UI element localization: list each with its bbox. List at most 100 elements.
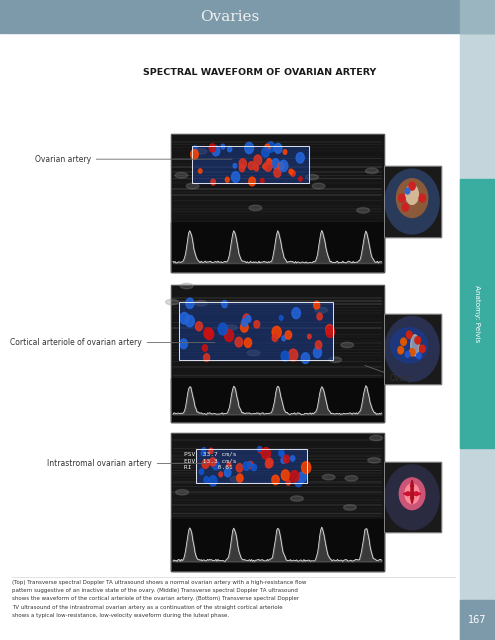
Circle shape — [405, 188, 410, 194]
Circle shape — [225, 177, 229, 182]
Circle shape — [272, 159, 280, 169]
Bar — [384, 462, 441, 532]
Circle shape — [291, 456, 295, 461]
Circle shape — [254, 321, 260, 328]
Circle shape — [248, 177, 255, 186]
Bar — [0, 0, 495, 33]
Circle shape — [272, 334, 278, 342]
Circle shape — [211, 179, 215, 185]
Ellipse shape — [357, 207, 369, 213]
Circle shape — [264, 161, 272, 172]
Circle shape — [307, 334, 311, 339]
Bar — [171, 223, 384, 272]
Text: Ovarian artery: Ovarian artery — [35, 155, 232, 164]
Text: SPECTRAL WAVEFORM OF OVARIAN ARTERY: SPECTRAL WAVEFORM OF OVARIAN ARTERY — [143, 68, 376, 77]
Circle shape — [243, 314, 250, 323]
Circle shape — [225, 330, 234, 342]
Circle shape — [281, 351, 289, 362]
Circle shape — [278, 162, 284, 170]
Circle shape — [180, 312, 189, 324]
Circle shape — [286, 480, 291, 485]
Ellipse shape — [385, 316, 439, 381]
Text: pattern suggestive of an inactive state of the ovary. (Middle) Transverse spectr: pattern suggestive of an inactive state … — [12, 588, 298, 593]
Bar — [460, 600, 495, 640]
Bar — [179, 301, 333, 360]
Circle shape — [279, 450, 284, 456]
Circle shape — [406, 331, 412, 339]
FancyArrow shape — [412, 492, 421, 496]
Circle shape — [265, 144, 270, 150]
Text: Ovary: Ovary — [365, 365, 412, 383]
Ellipse shape — [405, 484, 419, 504]
Circle shape — [326, 324, 333, 334]
Circle shape — [284, 455, 290, 463]
Circle shape — [283, 150, 287, 154]
Ellipse shape — [345, 476, 358, 481]
Circle shape — [233, 163, 237, 168]
Circle shape — [296, 152, 304, 163]
Circle shape — [239, 159, 247, 168]
Circle shape — [298, 472, 306, 483]
Circle shape — [186, 316, 195, 327]
Circle shape — [246, 316, 251, 323]
Circle shape — [281, 470, 290, 481]
Bar — [197, 449, 307, 483]
Text: PSV  33.7 cm/s: PSV 33.7 cm/s — [184, 451, 236, 456]
Circle shape — [290, 470, 299, 482]
Circle shape — [205, 329, 214, 340]
Ellipse shape — [368, 458, 381, 463]
Bar — [197, 449, 307, 483]
Ellipse shape — [249, 205, 262, 211]
Bar — [460, 0, 495, 33]
Bar — [384, 462, 441, 532]
Circle shape — [419, 194, 426, 202]
Circle shape — [201, 451, 205, 456]
Ellipse shape — [224, 325, 237, 330]
Circle shape — [251, 464, 256, 471]
Circle shape — [221, 144, 225, 149]
Text: shows a typical low-resistance, low-velocity waveform during the luteal phase.: shows a typical low-resistance, low-velo… — [12, 613, 230, 618]
Circle shape — [241, 323, 248, 332]
Ellipse shape — [247, 350, 260, 356]
Circle shape — [419, 345, 425, 353]
Circle shape — [196, 322, 202, 331]
Circle shape — [409, 349, 415, 356]
Circle shape — [254, 155, 262, 165]
Circle shape — [199, 469, 203, 474]
Bar — [171, 285, 384, 422]
Circle shape — [401, 338, 406, 346]
Bar — [192, 146, 309, 183]
Text: TV ultrasound of the intrastromal ovarian artery as a continuation of the straig: TV ultrasound of the intrastromal ovaria… — [12, 605, 283, 610]
Circle shape — [272, 326, 281, 338]
Circle shape — [204, 477, 209, 483]
Circle shape — [248, 462, 251, 467]
Text: EDV  13.3 cm/s: EDV 13.3 cm/s — [184, 458, 236, 463]
Circle shape — [265, 460, 272, 468]
Circle shape — [266, 458, 273, 468]
Ellipse shape — [365, 168, 378, 173]
Circle shape — [274, 168, 281, 177]
Text: RI       0.61: RI 0.61 — [184, 465, 232, 470]
Ellipse shape — [180, 284, 193, 289]
Circle shape — [267, 141, 275, 152]
Ellipse shape — [165, 300, 178, 305]
Circle shape — [289, 349, 298, 361]
Circle shape — [186, 298, 194, 308]
Ellipse shape — [175, 173, 188, 178]
Ellipse shape — [315, 307, 328, 313]
Circle shape — [224, 468, 231, 477]
Circle shape — [236, 463, 243, 472]
FancyArrow shape — [410, 494, 414, 504]
Circle shape — [291, 170, 295, 176]
Ellipse shape — [230, 476, 243, 482]
Circle shape — [314, 301, 320, 309]
Circle shape — [263, 164, 267, 169]
Ellipse shape — [195, 301, 207, 306]
Circle shape — [279, 160, 288, 172]
Circle shape — [212, 461, 219, 470]
Circle shape — [254, 165, 258, 171]
Circle shape — [198, 169, 202, 173]
Text: shows the waveform of the cortical arteriole of the ovarian artery. (Bottom) Tra: shows the waveform of the cortical arter… — [12, 596, 299, 602]
Text: Ovaries: Ovaries — [200, 10, 259, 24]
Circle shape — [209, 458, 216, 466]
